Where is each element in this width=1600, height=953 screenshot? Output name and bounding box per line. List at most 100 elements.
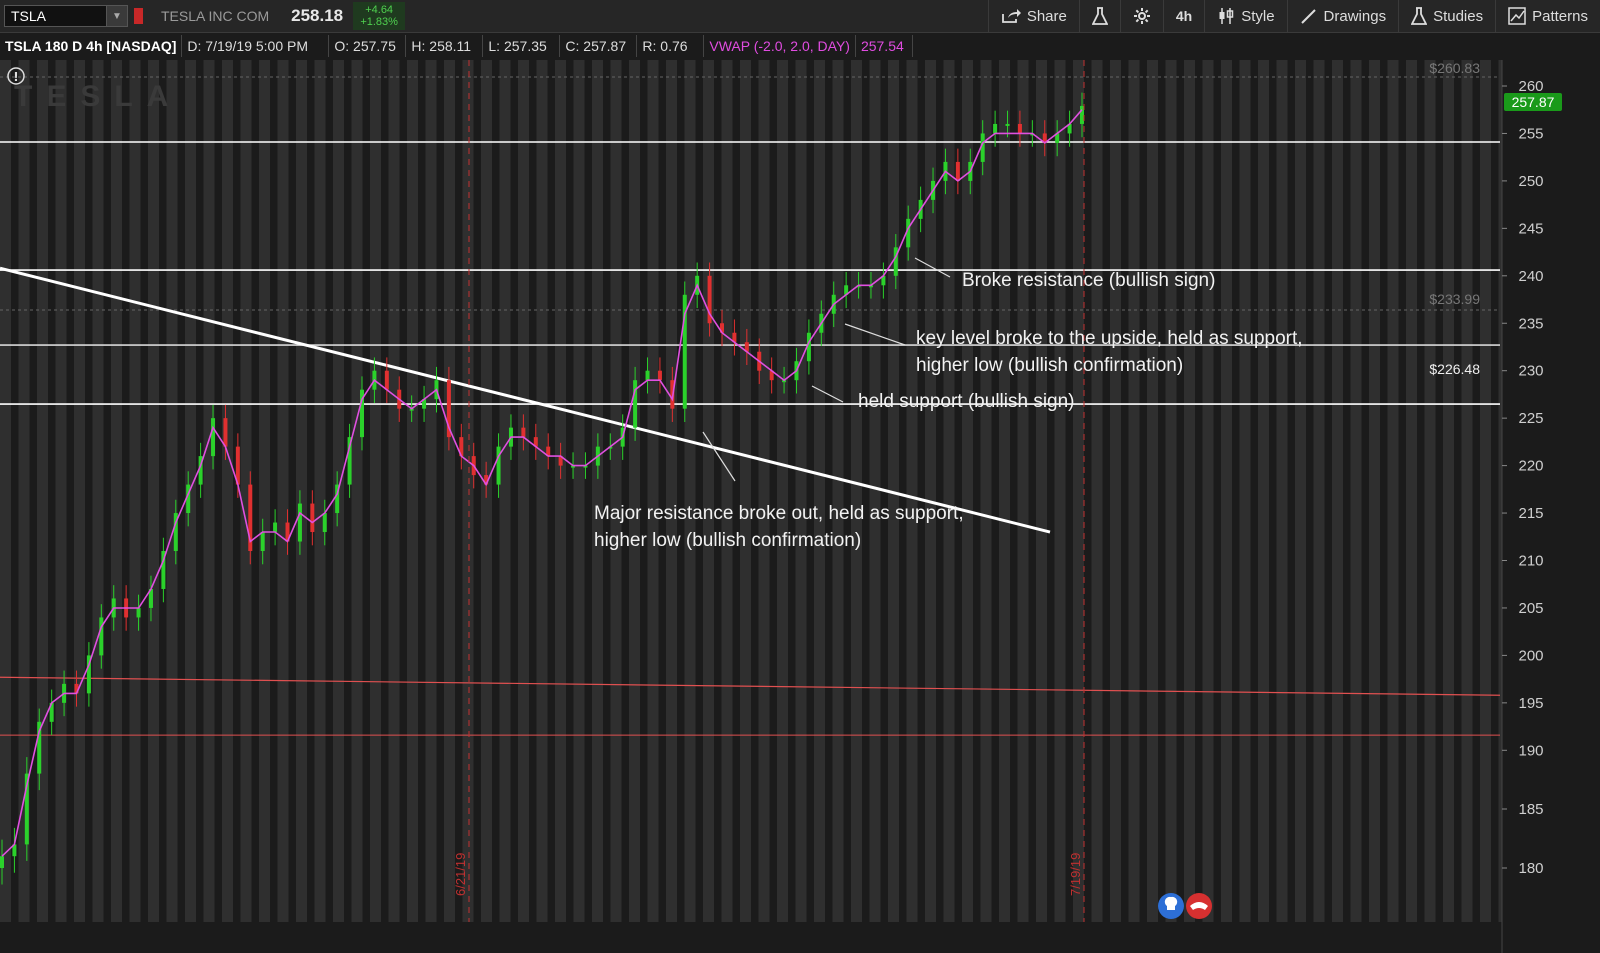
change-badge: +4.64 +1.83% — [353, 2, 406, 30]
vwap-study-label[interactable]: VWAP (-2.0, 2.0, DAY) — [704, 35, 856, 57]
alert-flag-icon[interactable] — [134, 8, 143, 24]
candle-body — [484, 475, 489, 485]
session-band — [980, 60, 992, 922]
session-band — [721, 60, 733, 922]
candle-body — [1017, 123, 1022, 134]
session-band — [296, 60, 307, 922]
pencil-icon — [1300, 9, 1316, 24]
candle-body — [459, 437, 464, 457]
flask-button[interactable] — [1078, 0, 1120, 32]
candle-body — [806, 332, 811, 362]
session-band — [518, 60, 529, 922]
y-tick-label: 220 — [1518, 458, 1543, 475]
session-band — [185, 60, 196, 922]
candle-body — [223, 418, 228, 447]
session-band — [1036, 60, 1047, 922]
y-tick-label: 185 — [1518, 801, 1543, 818]
session-band — [277, 60, 289, 922]
session-band — [0, 60, 11, 922]
session-band — [888, 60, 899, 922]
y-tick-label: 205 — [1518, 600, 1543, 617]
session-band — [943, 60, 955, 922]
candle-body — [360, 389, 364, 438]
session-band — [629, 60, 640, 922]
symbol-input[interactable]: TSLA ▼ — [4, 5, 128, 27]
candle-body — [422, 399, 427, 409]
session-band — [740, 60, 751, 922]
company-name: TESLA INC COM — [161, 8, 270, 24]
session-band — [499, 60, 511, 922]
session-band — [166, 60, 178, 922]
lightbulb-icon[interactable] — [1158, 893, 1184, 919]
candle-body — [1030, 133, 1035, 136]
drawings-button[interactable]: Drawings — [1286, 0, 1399, 32]
candle-body — [273, 522, 278, 533]
candle-body — [198, 456, 203, 485]
candle-body — [546, 446, 551, 457]
candle-body — [37, 721, 42, 774]
session-band — [592, 60, 603, 922]
patterns-icon — [1508, 7, 1526, 25]
pointer-held-support — [811, 385, 844, 403]
candle-body — [136, 607, 141, 618]
session-band — [1276, 60, 1288, 922]
net-change: +4.64 — [365, 4, 394, 16]
session-band — [259, 60, 270, 922]
candle-body — [211, 418, 216, 457]
trend-line — [0, 266, 1051, 534]
candle-body — [906, 218, 911, 248]
y-tick-label: 230 — [1518, 363, 1543, 380]
session-band — [370, 60, 381, 922]
y-tick-label: 195 — [1518, 695, 1543, 712]
y-tick-label: 260 — [1518, 78, 1543, 95]
y-tick-label: 250 — [1518, 173, 1543, 190]
phone-icon[interactable] — [1186, 893, 1212, 919]
y-tick-label: 190 — [1518, 742, 1543, 759]
annotation-key-level-line1: key level broke to the upside, held as s… — [916, 328, 1303, 349]
session-band — [148, 60, 159, 922]
timeframe-button[interactable]: 4h — [1162, 0, 1204, 32]
candle-body — [285, 522, 290, 542]
session-band — [666, 60, 677, 922]
candle-body — [868, 285, 873, 288]
candle-body — [310, 503, 315, 533]
candle-body — [347, 437, 352, 485]
symbol-dropdown-icon[interactable]: ▼ — [106, 6, 127, 26]
session-band — [92, 60, 104, 922]
session-band — [425, 60, 437, 922]
trend-line — [0, 676, 1501, 696]
candlestick-icon — [1219, 8, 1234, 24]
session-band — [1128, 60, 1140, 922]
y-tick-label: 215 — [1518, 505, 1543, 522]
session-band — [777, 60, 788, 922]
session-band — [1295, 60, 1306, 922]
studies-button[interactable]: Studies — [1398, 0, 1495, 32]
session-band — [832, 60, 844, 922]
candle-body — [583, 465, 588, 468]
session-band — [1091, 60, 1103, 922]
session-band — [814, 60, 825, 922]
ref-label-high: $260.83 — [1429, 60, 1480, 76]
share-button[interactable]: Share — [987, 0, 1079, 32]
candle-body — [1005, 123, 1010, 126]
chart-alert-icon[interactable]: ! — [7, 67, 25, 85]
price-chart[interactable]: 6/21/19 7/19/19 TESLA ! Broke resistance … — [0, 60, 1600, 953]
candle-body — [571, 465, 576, 468]
price-axis[interactable] — [1502, 60, 1600, 953]
candle-body — [645, 370, 650, 381]
session-band — [851, 60, 862, 922]
candle-body — [322, 513, 327, 533]
session-band — [869, 60, 881, 922]
candle-body — [844, 285, 849, 295]
pointer-broke-resistance — [914, 257, 951, 278]
session-band — [962, 60, 973, 922]
session-band — [18, 60, 30, 922]
style-button[interactable]: Style — [1204, 0, 1286, 32]
session-band — [407, 60, 418, 922]
session-band — [240, 60, 252, 922]
settings-button[interactable] — [1119, 0, 1163, 32]
candle-body — [173, 513, 178, 552]
candle-body — [558, 456, 563, 466]
patterns-button[interactable]: Patterns — [1495, 0, 1600, 32]
session-band — [684, 60, 696, 922]
